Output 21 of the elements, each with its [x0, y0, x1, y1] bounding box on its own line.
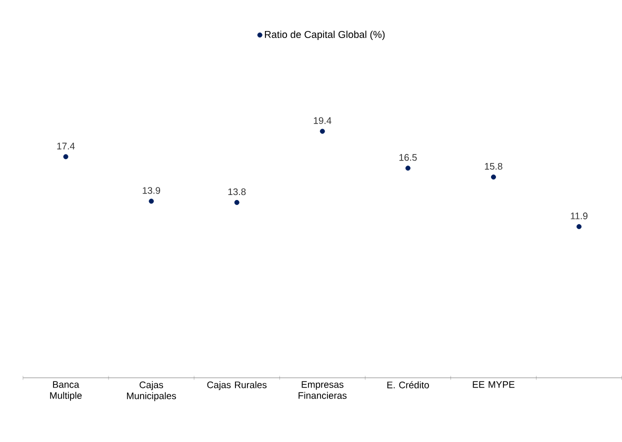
x-tick-label: E. Crédito — [387, 381, 429, 388]
point — [234, 200, 240, 206]
point — [63, 154, 68, 160]
point — [490, 174, 496, 180]
x-tick-label: EE MYPE — [472, 381, 514, 388]
legend-label: Ratio de Capital Global (%) — [264, 30, 385, 40]
data-label: 13.9 — [142, 187, 160, 194]
data-label: 15.8 — [484, 163, 502, 170]
x-tick-label: Cajas Municipales — [127, 381, 176, 402]
data-label: 19.4 — [314, 117, 332, 124]
data-label: 17.4 — [57, 142, 75, 150]
x-tick-label: Empresas Financieras — [298, 381, 347, 399]
x-tick-label: Cajas Rurales — [207, 381, 267, 390]
data-label: 11.9 — [570, 212, 588, 220]
data-label: 13.8 — [228, 188, 246, 196]
point — [576, 224, 582, 230]
point — [148, 198, 154, 204]
point — [405, 166, 410, 171]
data-label: 16.5 — [399, 154, 417, 161]
point — [320, 128, 325, 134]
x-tick-label: Banca Multiple — [50, 381, 82, 401]
